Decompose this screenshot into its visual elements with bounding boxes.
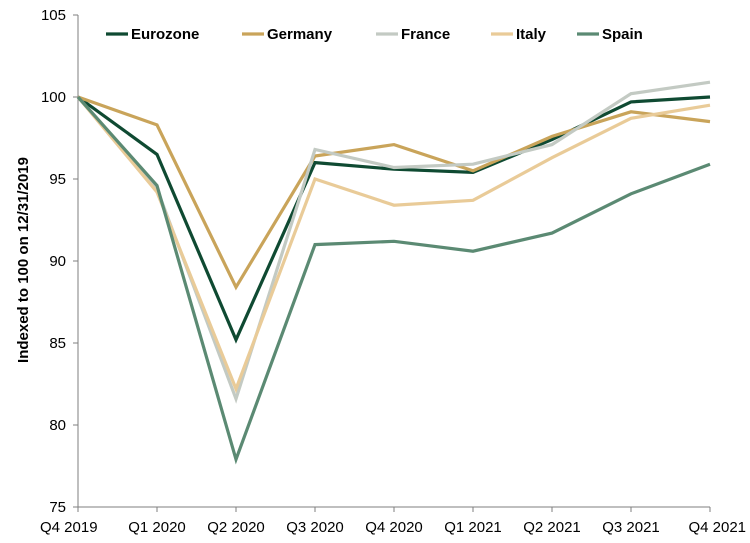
x-tick-label: Q3 2021 — [602, 519, 660, 536]
legend-item-germany: Germany — [242, 26, 333, 43]
y-tick-label: 90 — [49, 253, 66, 270]
axes — [73, 14, 711, 512]
y-tick-label: 80 — [49, 417, 66, 434]
x-tick-label: Q2 2020 — [207, 519, 265, 536]
legend-label: Italy — [516, 26, 547, 43]
x-tick-label: Q1 2020 — [128, 519, 186, 536]
series-line-germany — [77, 95, 711, 291]
y-tick-labels: 75 80 85 90 95 100 105 — [41, 7, 66, 516]
series-line-spain — [76, 95, 711, 465]
x-tick-label: Q4 2021 — [688, 519, 746, 536]
legend-label: Germany — [267, 26, 333, 43]
legend: Eurozone Germany France Italy Spain — [106, 26, 643, 43]
series-lines — [76, 80, 711, 465]
y-tick-label: 105 — [41, 7, 66, 24]
series-line-italy — [76, 95, 711, 394]
x-tick-label: Q1 2021 — [444, 519, 502, 536]
x-tick-label: Q4 2020 — [365, 519, 423, 536]
series-line-eurozone — [77, 95, 711, 344]
legend-item-france: France — [376, 26, 450, 43]
x-tick-labels: Q4 2019 Q1 2020 Q2 2020 Q3 2020 Q4 2020 Q1 20… — [40, 519, 746, 536]
x-tick-label: Q3 2020 — [286, 519, 344, 536]
y-tick-label: 75 — [49, 499, 66, 516]
x-tick-label: Q2 2021 — [523, 519, 581, 536]
legend-item-eurozone: Eurozone — [106, 26, 199, 43]
y-tick-label: 95 — [49, 171, 66, 188]
y-axis-title: Indexed to 100 on 12/31/2019 — [15, 157, 32, 363]
legend-label: Spain — [602, 26, 643, 43]
legend-item-spain: Spain — [577, 26, 643, 43]
legend-label: Eurozone — [131, 26, 199, 43]
legend-label: France — [401, 26, 450, 43]
y-tick-label: 85 — [49, 335, 66, 352]
y-tick-label: 100 — [41, 89, 66, 106]
legend-item-italy: Italy — [491, 26, 547, 43]
x-tick-label: Q4 2019 — [40, 519, 98, 536]
